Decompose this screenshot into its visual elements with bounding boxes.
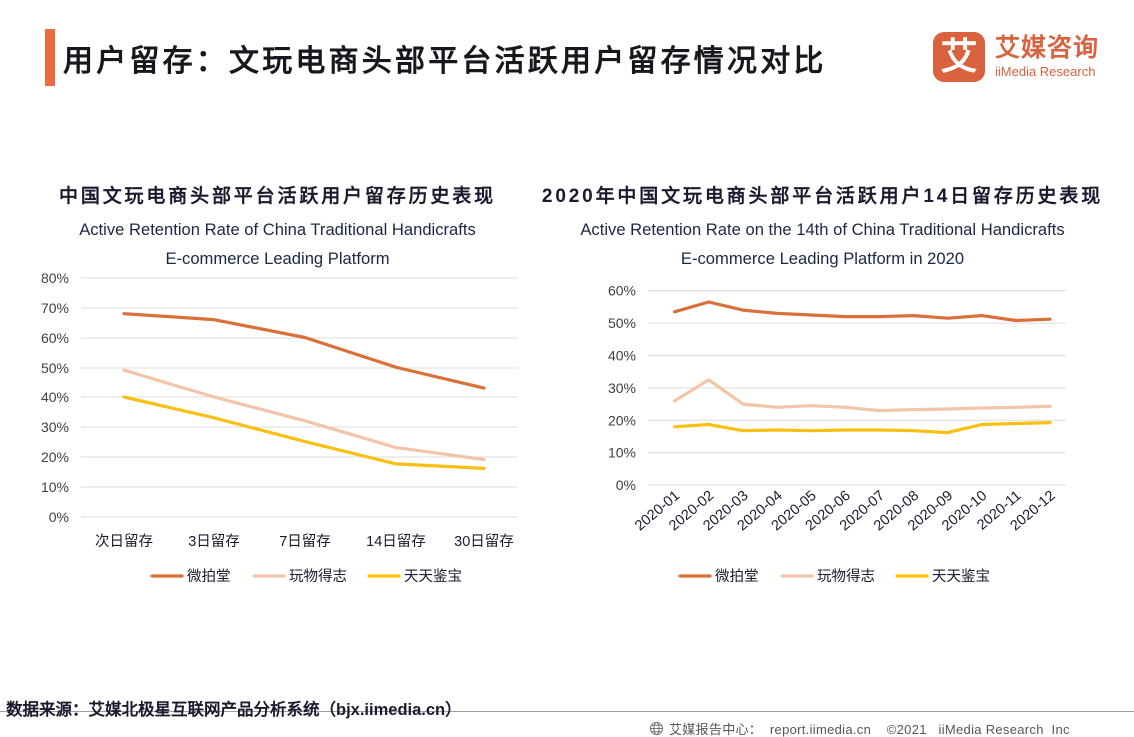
- svg-text:玩物得志: 玩物得志: [289, 568, 347, 585]
- svg-text:30日留存: 30日留存: [454, 533, 514, 550]
- svg-text:70%: 70%: [41, 300, 69, 316]
- svg-text:20%: 20%: [608, 412, 636, 428]
- svg-text:0%: 0%: [49, 509, 69, 525]
- svg-text:10%: 10%: [41, 479, 69, 495]
- svg-text:30%: 30%: [608, 380, 636, 396]
- svg-text:14日留存: 14日留存: [366, 533, 426, 550]
- svg-text:3日留存: 3日留存: [188, 533, 240, 550]
- svg-text:微拍堂: 微拍堂: [187, 568, 231, 585]
- svg-text:30%: 30%: [41, 419, 69, 435]
- svg-text:50%: 50%: [41, 360, 69, 376]
- svg-text:40%: 40%: [608, 348, 636, 364]
- svg-text:天天鉴宝: 天天鉴宝: [932, 568, 990, 585]
- svg-text:0%: 0%: [616, 477, 636, 493]
- svg-text:微拍堂: 微拍堂: [715, 568, 759, 585]
- svg-text:7日留存: 7日留存: [279, 533, 331, 550]
- svg-text:60%: 60%: [608, 283, 636, 299]
- svg-text:60%: 60%: [41, 330, 69, 346]
- svg-text:80%: 80%: [41, 270, 69, 286]
- svg-text:50%: 50%: [608, 315, 636, 331]
- svg-text:10%: 10%: [608, 445, 636, 461]
- svg-text:天天鉴宝: 天天鉴宝: [404, 568, 462, 585]
- svg-text:玩物得志: 玩物得志: [817, 568, 875, 585]
- svg-text:次日留存: 次日留存: [95, 533, 153, 550]
- svg-text:40%: 40%: [41, 389, 69, 405]
- svg-text:20%: 20%: [41, 449, 69, 465]
